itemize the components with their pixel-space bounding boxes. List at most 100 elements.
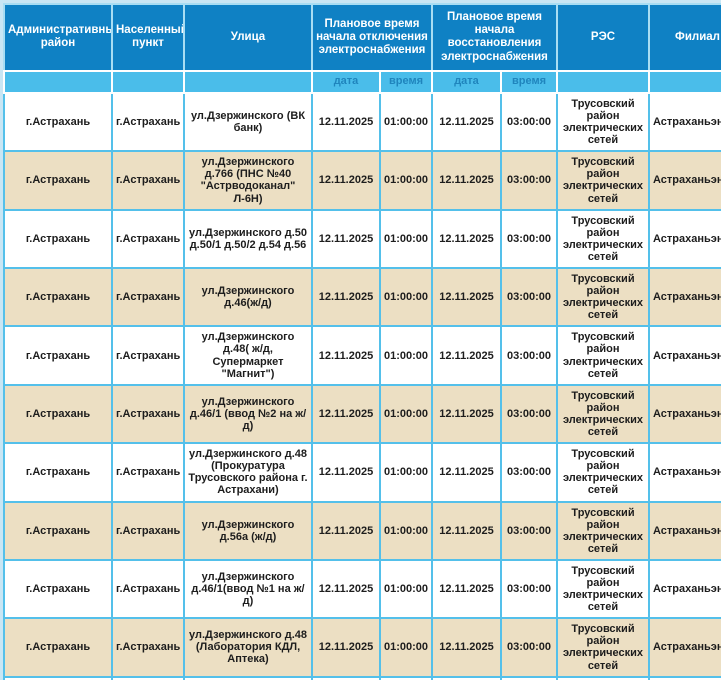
- cell-restore-date: 12.11.2025: [431, 675, 502, 680]
- cell-outage-date: 12.11.2025: [311, 325, 381, 386]
- subheader-spacer-res: [556, 70, 650, 94]
- cell-outage-time: 01:00:00: [379, 91, 433, 153]
- cell-district: г.Астрахань: [3, 558, 113, 620]
- cell-district: г.Астрахань: [3, 442, 113, 503]
- table-row: г.Астрахань г.Астрахань ул.Дзержинского (В…: [3, 91, 721, 153]
- cell-restore-date: 12.11.2025: [431, 266, 502, 328]
- col-header-street: Улица: [183, 3, 313, 72]
- cell-street: ул.Дзержинского д.48 (Прокуратура Трусов…: [183, 442, 313, 503]
- cell-district: г.Астрахань: [3, 208, 113, 270]
- cell-settlement: г.Астрахань: [111, 558, 185, 620]
- cell-street: ул.Дзержинского д.56а д.566 (ж/д, магази…: [183, 675, 313, 680]
- cell-outage-date: 12.11.2025: [311, 266, 381, 328]
- subheader-restore-time: время: [500, 70, 558, 94]
- cell-street: ул.Дзержинского д.48( ж/д, Супермаркет "…: [183, 325, 313, 386]
- cell-street: ул.Дзержинского д.48 (Лаборатория КДЛ, А…: [183, 617, 313, 678]
- col-header-restore-group: Плановое время начала восстановления эле…: [431, 3, 558, 72]
- cell-outage-time: 01:00:00: [379, 558, 433, 620]
- cell-district: г.Астрахань: [3, 325, 113, 386]
- cell-restore-time: 03:00:00: [500, 558, 558, 620]
- cell-res: Трусовский район электрических сетей: [556, 150, 650, 211]
- cell-restore-time: 03:00:00: [500, 675, 558, 680]
- col-header-branch: Филиал: [648, 3, 721, 72]
- cell-outage-date: 12.11.2025: [311, 91, 381, 153]
- cell-res: Трусовский район электрических сетей: [556, 91, 650, 153]
- subheader-spacer-branch: [648, 70, 721, 94]
- cell-settlement: г.Астрахань: [111, 266, 185, 328]
- cell-settlement: г.Астрахань: [111, 617, 185, 678]
- cell-outage-date: 12.11.2025: [311, 208, 381, 270]
- cell-outage-time: 01:00:00: [379, 208, 433, 270]
- cell-branch: Астраханьэнерго: [648, 383, 721, 445]
- col-header-outage-group: Плановое время начала отключения электро…: [311, 3, 433, 72]
- cell-restore-date: 12.11.2025: [431, 383, 502, 445]
- cell-res: Трусовский район электрических сетей: [556, 558, 650, 620]
- cell-outage-date: 12.11.2025: [311, 383, 381, 445]
- cell-res: Трусовский район электрических сетей: [556, 325, 650, 386]
- cell-restore-date: 12.11.2025: [431, 617, 502, 678]
- cell-district: г.Астрахань: [3, 266, 113, 328]
- cell-restore-date: 12.11.2025: [431, 91, 502, 153]
- cell-outage-date: 12.11.2025: [311, 558, 381, 620]
- cell-street: ул.Дзержинского д.46/1(ввод №1 на ж/д): [183, 558, 313, 620]
- cell-res: Трусовский район электрических сетей: [556, 617, 650, 678]
- cell-outage-time: 01:00:00: [379, 266, 433, 328]
- cell-restore-time: 03:00:00: [500, 500, 558, 561]
- cell-restore-time: 03:00:00: [500, 208, 558, 270]
- cell-branch: Астраханьэнерго: [648, 617, 721, 678]
- cell-settlement: г.Астрахань: [111, 208, 185, 270]
- cell-restore-time: 03:00:00: [500, 383, 558, 445]
- table-body: г.Астрахань г.Астрахань ул.Дзержинского (В…: [3, 91, 721, 680]
- cell-res: Трусовский район электрических сетей: [556, 208, 650, 270]
- cell-res: Трусовский район электрических сетей: [556, 500, 650, 561]
- table-header: Административный район Населенный пункт …: [3, 3, 721, 94]
- subheader-outage-date: дата: [311, 70, 381, 94]
- cell-outage-date: 12.11.2025: [311, 675, 381, 680]
- cell-settlement: г.Астрахань: [111, 91, 185, 153]
- cell-res: Трусовский район электрических сетей: [556, 383, 650, 445]
- cell-branch: Астраханьэнерго: [648, 500, 721, 561]
- cell-restore-date: 12.11.2025: [431, 442, 502, 503]
- cell-street: ул.Дзержинского (ВК банк): [183, 91, 313, 153]
- cell-district: г.Астрахань: [3, 500, 113, 561]
- cell-outage-time: 01:00:00: [379, 442, 433, 503]
- col-header-district: Административный район: [3, 3, 113, 72]
- cell-outage-time: 01:00:00: [379, 325, 433, 386]
- cell-district: г.Астрахань: [3, 91, 113, 153]
- cell-branch: Астраханьэнерго: [648, 325, 721, 386]
- col-header-settlement: Населенный пункт: [111, 3, 185, 72]
- cell-restore-time: 03:00:00: [500, 442, 558, 503]
- cell-street: ул.Дзержинского д.46/1 (ввод №2 на ж/д): [183, 383, 313, 445]
- header-row: Административный район Населенный пункт …: [3, 3, 721, 72]
- cell-outage-date: 12.11.2025: [311, 442, 381, 503]
- cell-branch: Астраханьэнерго: [648, 208, 721, 270]
- cell-outage-time: 01:00:00: [379, 150, 433, 211]
- cell-street: ул.Дзержинского д.56а (ж/д): [183, 500, 313, 561]
- subheader-spacer-street: [183, 70, 313, 94]
- cell-street: ул.Дзержинского д.46(ж/д): [183, 266, 313, 328]
- cell-branch: Астраханьэнерго: [648, 266, 721, 328]
- cell-branch: Астраханьэнерго: [648, 675, 721, 680]
- cell-district: г.Астрахань: [3, 675, 113, 680]
- cell-outage-time: 01:00:00: [379, 383, 433, 445]
- cell-restore-time: 03:00:00: [500, 150, 558, 211]
- cell-restore-time: 03:00:00: [500, 91, 558, 153]
- cell-restore-date: 12.11.2025: [431, 500, 502, 561]
- cell-res: Трусовский район электрических сетей: [556, 266, 650, 328]
- cell-outage-time: 01:00:00: [379, 675, 433, 680]
- subheader-spacer-settlement: [111, 70, 185, 94]
- cell-restore-time: 03:00:00: [500, 617, 558, 678]
- col-header-res: РЭС: [556, 3, 650, 72]
- cell-branch: Астраханьэнерго: [648, 150, 721, 211]
- cell-district: г.Астрахань: [3, 617, 113, 678]
- cell-branch: Астраханьэнерго: [648, 558, 721, 620]
